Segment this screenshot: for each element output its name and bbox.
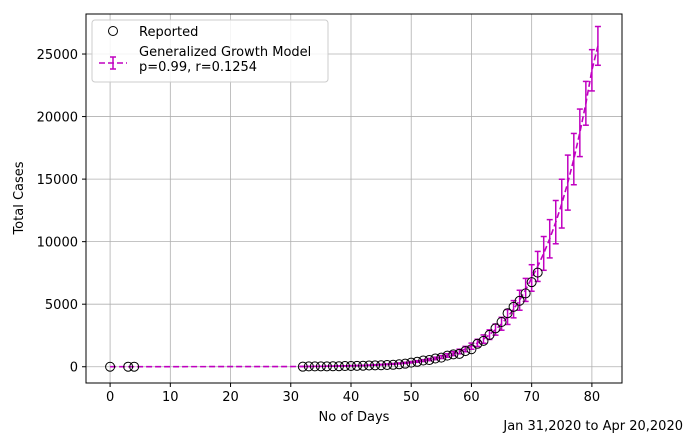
reported-point	[514, 295, 525, 306]
reported-point	[454, 348, 465, 359]
legend-gg-label-line2: p=0.99, r=0.1254	[139, 60, 257, 75]
y-axis-ticks: 0 5000 10000 15000 20000 25000	[37, 48, 86, 376]
reported-point	[297, 361, 308, 372]
reported-point	[309, 361, 320, 372]
reported-point	[321, 361, 332, 372]
x-axis-ticks: 0 10 20 30 40 50 60 70 80	[106, 383, 600, 405]
legend-box	[91, 19, 329, 83]
y-tick-label: 10000	[37, 236, 78, 251]
y-axis-label: Total Cases	[12, 161, 27, 235]
legend: Reported Generalized Growth Model p=0.99…	[91, 19, 329, 83]
reported-point	[490, 323, 501, 334]
reported-point	[418, 355, 429, 366]
x-axis-label: No of Days	[319, 410, 390, 425]
reported-point	[478, 335, 489, 346]
reported-point	[496, 316, 507, 327]
reported-point	[430, 353, 441, 364]
reported-point	[436, 352, 447, 363]
reported-point	[526, 277, 537, 288]
reported-point	[315, 361, 326, 372]
x-tick-label: 0	[106, 390, 114, 405]
y-tick-label: 15000	[37, 173, 78, 188]
reported-point	[508, 301, 519, 312]
x-tick-label: 70	[523, 390, 540, 405]
reported-point	[364, 360, 375, 371]
legend-gg-label: Generalized Growth Model p=0.99, r=0.125…	[139, 45, 315, 75]
plot-frame	[85, 13, 623, 384]
reported-point	[460, 346, 471, 357]
reported-point	[333, 361, 344, 372]
y-tick-label: 5000	[45, 298, 78, 313]
x-tick-label: 10	[162, 390, 179, 405]
reported-point	[406, 357, 417, 368]
reported-point	[400, 358, 411, 369]
reported-point	[327, 361, 338, 372]
reported-point	[105, 361, 116, 372]
reported-point	[358, 360, 369, 371]
reported-point	[388, 359, 399, 370]
reported-point	[129, 361, 140, 372]
y-tick-label: 25000	[37, 48, 78, 63]
reported-point	[424, 355, 435, 366]
x-tick-label: 30	[282, 390, 299, 405]
series-reported	[105, 267, 543, 372]
y-tick-label: 20000	[37, 111, 78, 126]
x-tick-label: 80	[584, 390, 601, 405]
reported-point	[472, 338, 483, 349]
reported-point	[442, 350, 453, 361]
x-tick-label: 40	[343, 390, 360, 405]
x-tick-label: 50	[403, 390, 420, 405]
reported-point	[303, 361, 314, 372]
reported-point	[412, 356, 423, 367]
reported-point	[484, 329, 495, 340]
legend-gg-label-line1: Generalized Growth Model	[139, 45, 311, 60]
legend-reported-marker	[108, 26, 118, 36]
reported-point	[345, 360, 356, 371]
reported-point	[520, 288, 531, 299]
reported-point	[352, 360, 363, 371]
x-tick-label: 20	[222, 390, 239, 405]
date-range-footnote: Jan 31,2020 to Apr 20,2020	[502, 419, 683, 434]
legend-reported-label: Reported	[139, 25, 198, 40]
reported-point	[502, 308, 513, 319]
reported-point	[466, 344, 477, 355]
reported-point	[394, 359, 405, 370]
reported-point	[123, 361, 134, 372]
legend-gg-marker	[99, 56, 127, 70]
reported-point	[339, 361, 350, 372]
reported-point	[448, 349, 459, 360]
reported-point	[376, 360, 387, 371]
reported-point	[532, 267, 543, 278]
reported-point	[370, 360, 381, 371]
x-tick-label: 60	[463, 390, 480, 405]
reported-point	[382, 359, 393, 370]
y-tick-label: 0	[70, 361, 78, 376]
